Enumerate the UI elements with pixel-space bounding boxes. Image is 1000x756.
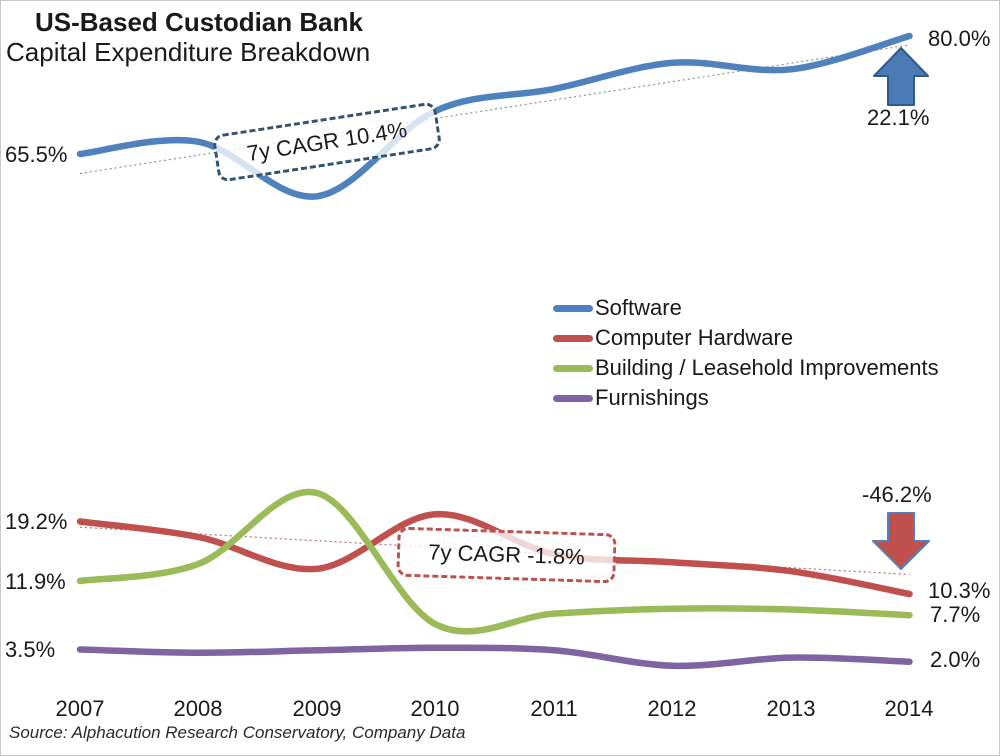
chart-title: US-Based Custodian Bank [35, 7, 363, 37]
up-arrow-icon [873, 47, 929, 106]
legend-item-computer-hardware: Computer Hardware [553, 323, 939, 353]
software-end-label: 80.0% [928, 26, 991, 51]
software-line-swatch-icon [553, 304, 593, 312]
x-tick-2008: 2008 [173, 696, 223, 721]
x-tick-2014: 2014 [884, 696, 934, 721]
source-note: Source: Alphacution Research Conservator… [9, 723, 466, 742]
legend-label-software: Software [595, 295, 682, 320]
hardware-start-label: 19.2% [5, 509, 68, 534]
bottom-cagr-text: 7y CAGR -1.8% [427, 539, 586, 570]
chart-subtitle: Capital Expenditure Breakdown [6, 37, 371, 67]
x-tick-2013: 2013 [766, 696, 816, 721]
legend: Software Computer Hardware Building / Le… [553, 293, 939, 413]
legend-item-software: Software [553, 293, 939, 323]
software-start-label: 65.5% [5, 142, 68, 167]
furnishings-start-label: 3.5% [5, 637, 56, 662]
series-line-furnishings [76, 644, 913, 670]
building-leasehold-line-swatch-icon [553, 364, 593, 372]
series-line-building-leasehold-improvements [76, 488, 913, 635]
bottom-cagr-annotation: 7y CAGR -1.8% [396, 526, 617, 584]
software-change-label: 22.1% [867, 105, 930, 130]
x-tick-2010: 2010 [410, 696, 460, 721]
x-axis: 2007 2008 2009 2010 2011 2012 2013 2014 [1, 696, 999, 724]
legend-label-furnishings: Furnishings [595, 385, 709, 410]
legend-label-computer-hardware: Computer Hardware [595, 325, 794, 350]
computer-hardware-line-swatch-icon [553, 334, 593, 342]
legend-item-building-leasehold: Building / Leasehold Improvements [553, 353, 939, 383]
x-tick-2011: 2011 [530, 696, 578, 721]
hardware-change-label: -46.2% [862, 482, 932, 507]
series-line-computer-hardware [76, 510, 913, 598]
down-arrow-icon [872, 512, 930, 570]
building-start-label: 11.9% [5, 569, 66, 594]
furnishings-end-label: 2.0% [930, 647, 981, 672]
building-end-label: 7.7% [930, 602, 981, 627]
x-tick-2009: 2009 [292, 696, 342, 721]
bottom-panel-series [76, 488, 913, 670]
x-tick-2007: 2007 [55, 696, 105, 721]
legend-label-building-leasehold: Building / Leasehold Improvements [595, 355, 939, 380]
legend-item-furnishings: Furnishings [553, 383, 939, 413]
x-tick-2012: 2012 [647, 696, 697, 721]
furnishings-line-swatch-icon [553, 394, 593, 402]
hardware-end-label: 10.3% [928, 578, 991, 603]
